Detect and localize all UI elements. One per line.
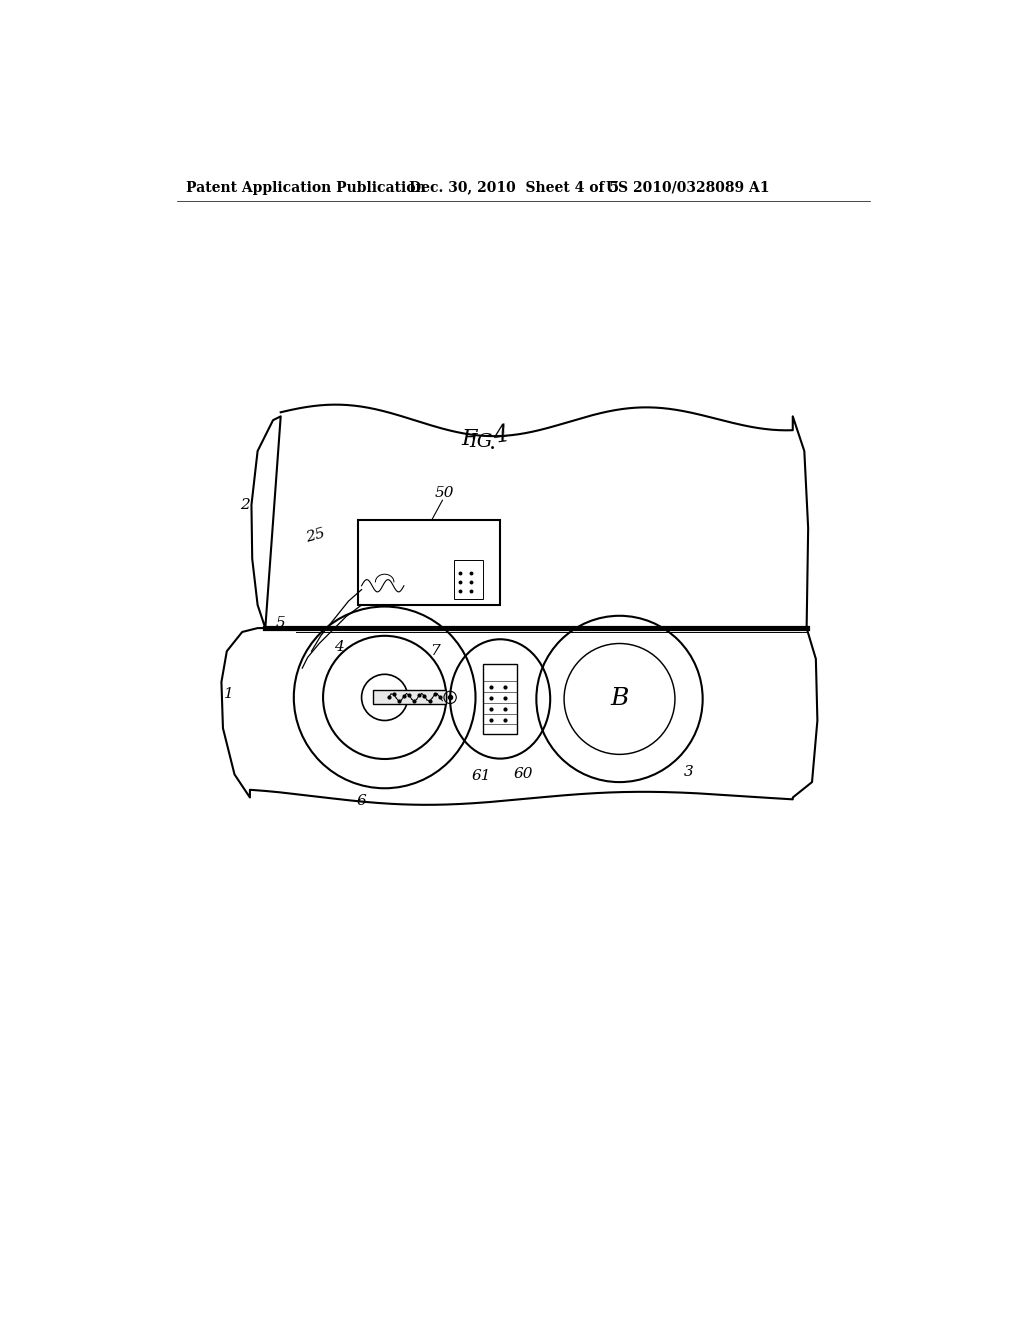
Text: 2: 2 [240,498,250,512]
Text: 50: 50 [434,486,454,500]
Text: .: . [488,433,496,454]
Text: 7: 7 [430,644,439,659]
Bar [454,561,483,599]
Text: 5: 5 [275,616,286,631]
Text: 3: 3 [684,766,693,779]
Text: 60: 60 [513,767,534,781]
Bar [483,664,517,734]
Text: F: F [462,429,477,450]
Text: IG: IG [469,433,493,450]
Text: 4: 4 [492,424,509,447]
Text: 1: 1 [224,686,234,701]
Text: B: B [610,688,629,710]
Text: US 2010/0328089 A1: US 2010/0328089 A1 [606,181,770,194]
Text: 61: 61 [471,770,490,783]
Text: Patent Application Publication: Patent Application Publication [186,181,426,194]
Bar [373,690,446,705]
Text: Dec. 30, 2010  Sheet 4 of 5: Dec. 30, 2010 Sheet 4 of 5 [410,181,620,194]
Text: 25: 25 [304,527,327,545]
Text: 6: 6 [356,795,367,808]
Bar [357,520,500,605]
Text: 4: 4 [334,640,343,655]
